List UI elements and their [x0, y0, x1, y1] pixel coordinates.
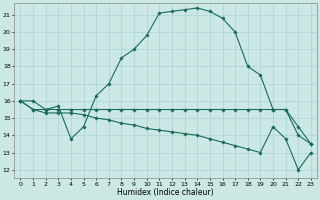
X-axis label: Humidex (Indice chaleur): Humidex (Indice chaleur) — [117, 188, 214, 197]
